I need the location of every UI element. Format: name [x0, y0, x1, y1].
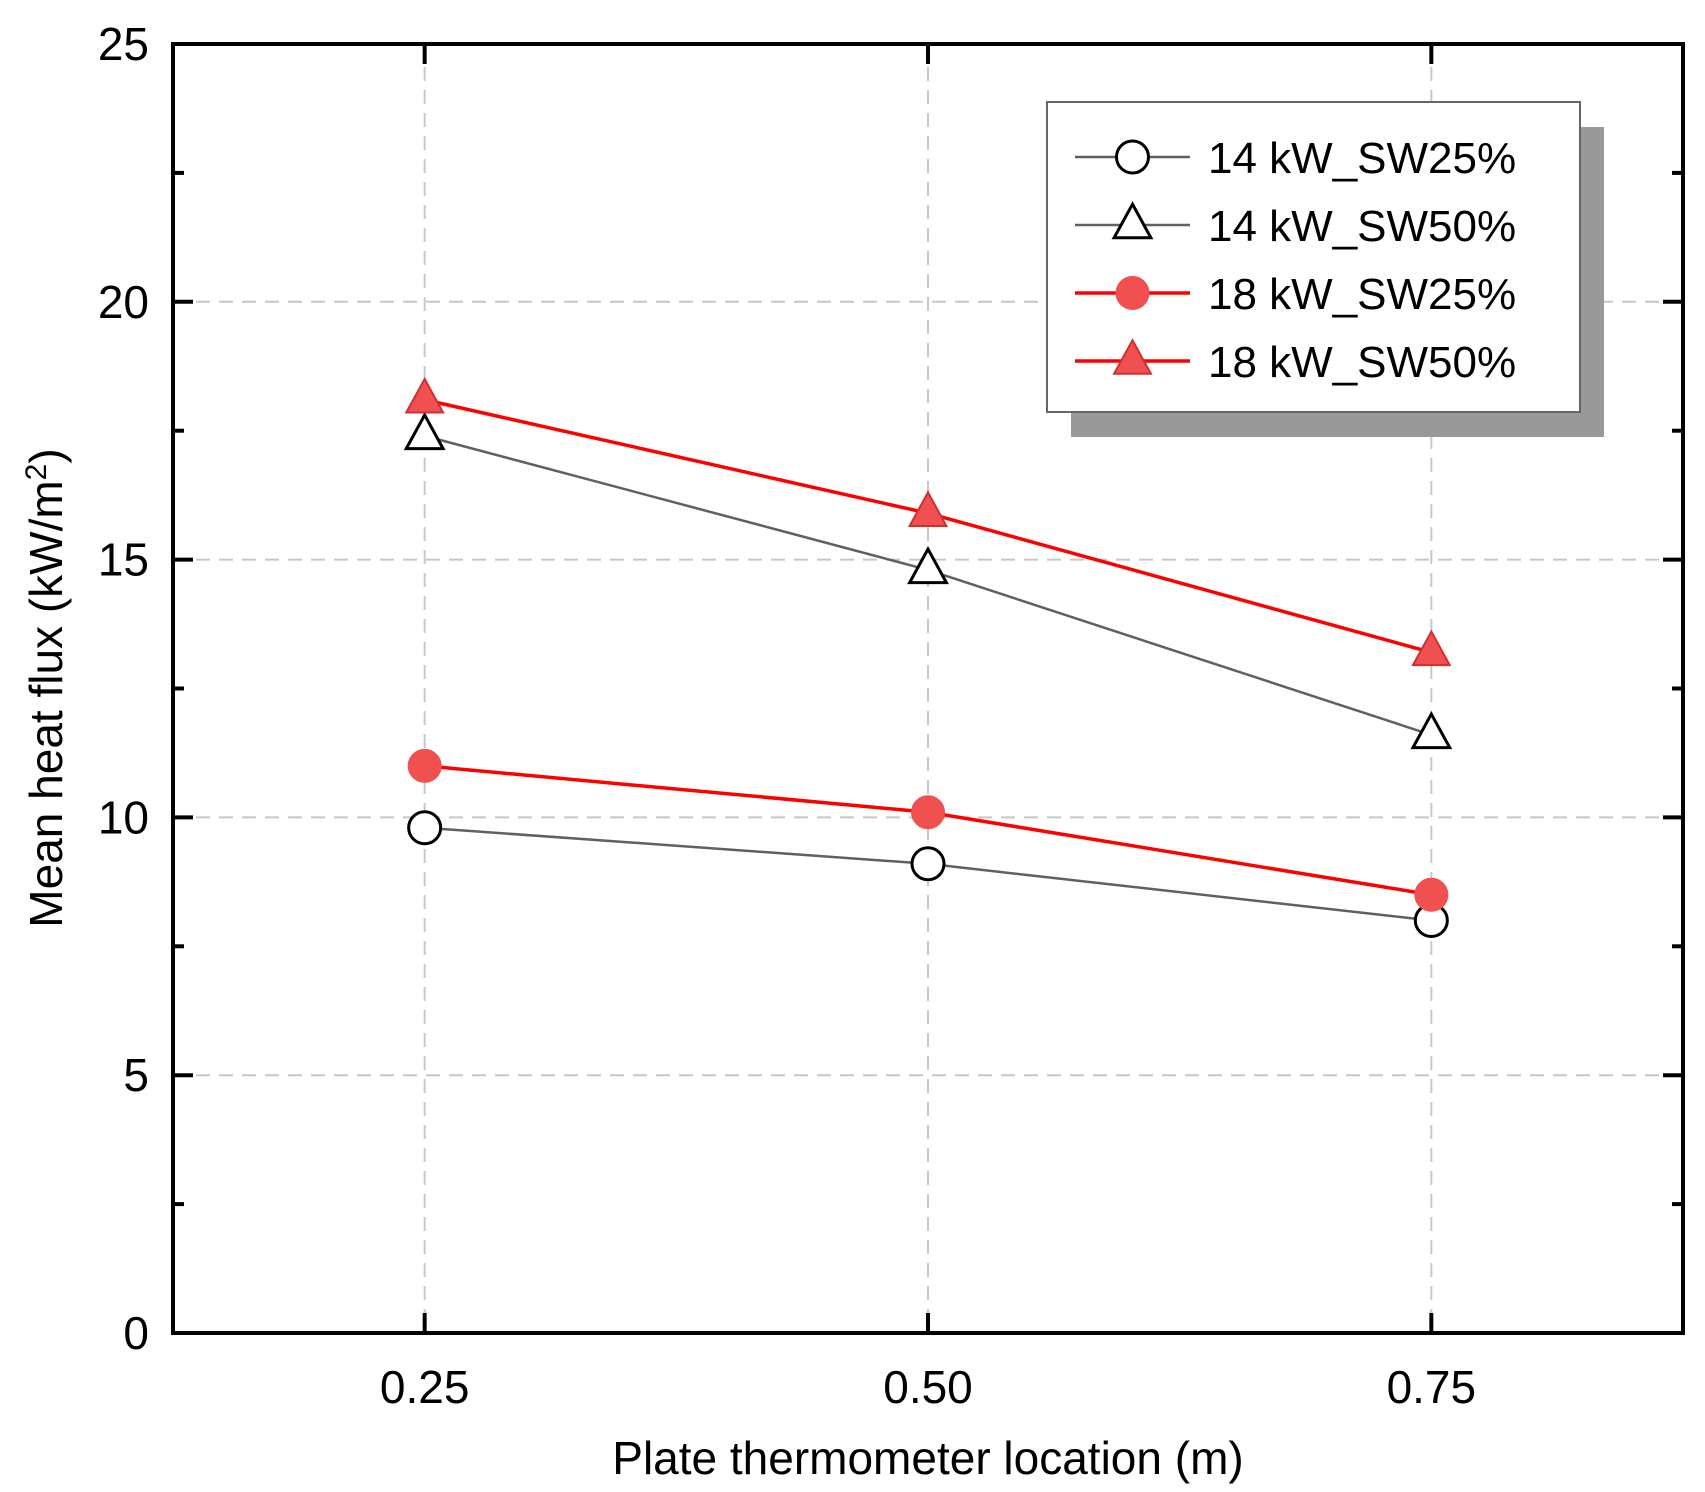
- legend-item: 14 kW_SW25%: [1075, 134, 1516, 183]
- axis-ticks: 0 5 10 15 20 25 0.25 0.50 0.75: [98, 18, 1683, 1413]
- y-tick-label: 15: [98, 534, 149, 586]
- series-layer: [403, 376, 1453, 939]
- x-tick-label: 0.25: [380, 1361, 470, 1413]
- x-tick-label: 0.50: [883, 1361, 973, 1413]
- data-point: [910, 846, 946, 882]
- x-axis-title: Plate thermometer location (m): [612, 1432, 1243, 1484]
- data-point: [1414, 877, 1449, 912]
- legend-item: 14 kW_SW50%: [1075, 201, 1516, 251]
- data-point: [1411, 629, 1452, 667]
- legend-label: 14 kW_SW50%: [1208, 202, 1516, 251]
- y-tick-label: 25: [98, 18, 149, 70]
- y-axis-title-main: Mean heat flux (kW/m: [20, 480, 72, 927]
- y-tick-label: 5: [123, 1049, 149, 1101]
- legend-marker: [1115, 276, 1150, 310]
- data-point: [404, 376, 445, 414]
- legend-label: 18 kW_SW25%: [1208, 270, 1516, 319]
- y-axis-title-superscript: 2: [20, 464, 53, 481]
- legend-marker: [1111, 201, 1154, 240]
- x-tick-label: 0.75: [1387, 1361, 1477, 1413]
- series-18-kw-sw50-: [404, 376, 1452, 667]
- data-point: [407, 810, 443, 846]
- legend-marker: [1112, 338, 1153, 375]
- data-point: [907, 490, 949, 527]
- y-tick-label: 20: [98, 276, 149, 328]
- data-point: [407, 748, 442, 783]
- series-14-kw-sw25-: [407, 810, 1449, 939]
- legend-label: 14 kW_SW25%: [1208, 134, 1516, 183]
- data-point: [907, 545, 949, 585]
- data-point: [911, 795, 945, 830]
- y-tick-label: 0: [123, 1307, 149, 1359]
- y-axis-title-close: ): [20, 448, 72, 463]
- legend-item: 18 kW_SW50%: [1075, 338, 1516, 387]
- series-14-kw-sw50-: [403, 411, 1453, 750]
- legend-marker: [1115, 139, 1150, 175]
- data-point: [1410, 710, 1453, 750]
- legend: 14 kW_SW25% 14 kW_SW50% 18 kW_SW25% 18 kW_S…: [1046, 101, 1604, 437]
- data-point: [403, 411, 446, 451]
- series-18-kw-sw25-: [407, 748, 1449, 912]
- y-tick-label: 10: [98, 791, 149, 843]
- y-axis-title: Mean heat flux (kW/m2): [20, 448, 72, 927]
- legend-label: 18 kW_SW50%: [1208, 338, 1516, 387]
- legend-item: 18 kW_SW25%: [1075, 270, 1516, 319]
